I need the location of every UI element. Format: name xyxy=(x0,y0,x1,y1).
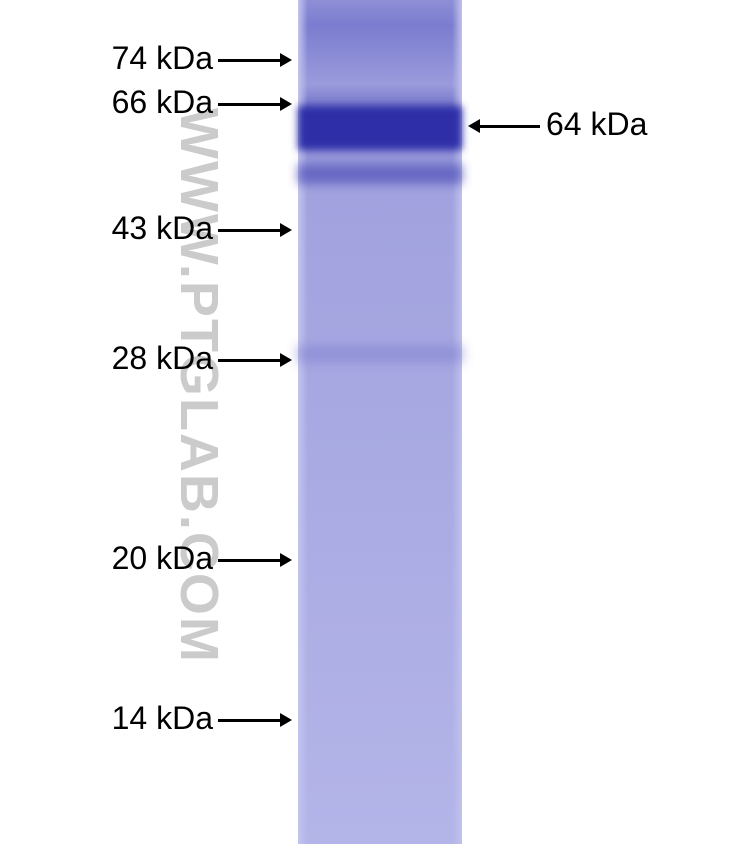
marker-label: 66 kDa xyxy=(112,84,213,121)
marker-arrow-head xyxy=(280,53,292,67)
marker-label: 43 kDa xyxy=(112,210,213,247)
marker-label: 20 kDa xyxy=(112,540,213,577)
marker-arrow-head xyxy=(280,713,292,727)
target-arrow-line xyxy=(480,125,540,128)
target-arrow-head xyxy=(468,119,480,133)
gel-band xyxy=(298,106,462,150)
marker-arrow-head xyxy=(280,97,292,111)
marker-arrow-line xyxy=(218,59,280,62)
marker-arrow-line xyxy=(218,103,280,106)
marker-arrow-head xyxy=(280,223,292,237)
marker-label: 28 kDa xyxy=(112,340,213,377)
marker-arrow-line xyxy=(218,359,280,362)
marker-label: 74 kDa xyxy=(112,40,213,77)
marker-arrow-head xyxy=(280,353,292,367)
marker-arrow-line xyxy=(218,559,280,562)
gel-band xyxy=(298,346,462,362)
gel-band xyxy=(298,164,462,184)
watermark-text: WWW.PTGLAB.COM xyxy=(168,108,230,664)
gel-image-canvas: WWW.PTGLAB.COM 74 kDa 66 kDa 43 kDa 28 kDa 2… xyxy=(0,0,740,844)
gel-lane xyxy=(298,0,462,844)
marker-label: 14 kDa xyxy=(112,700,213,737)
target-label: 64 kDa xyxy=(546,106,647,143)
marker-arrow-line xyxy=(218,229,280,232)
marker-arrow-line xyxy=(218,719,280,722)
marker-arrow-head xyxy=(280,553,292,567)
